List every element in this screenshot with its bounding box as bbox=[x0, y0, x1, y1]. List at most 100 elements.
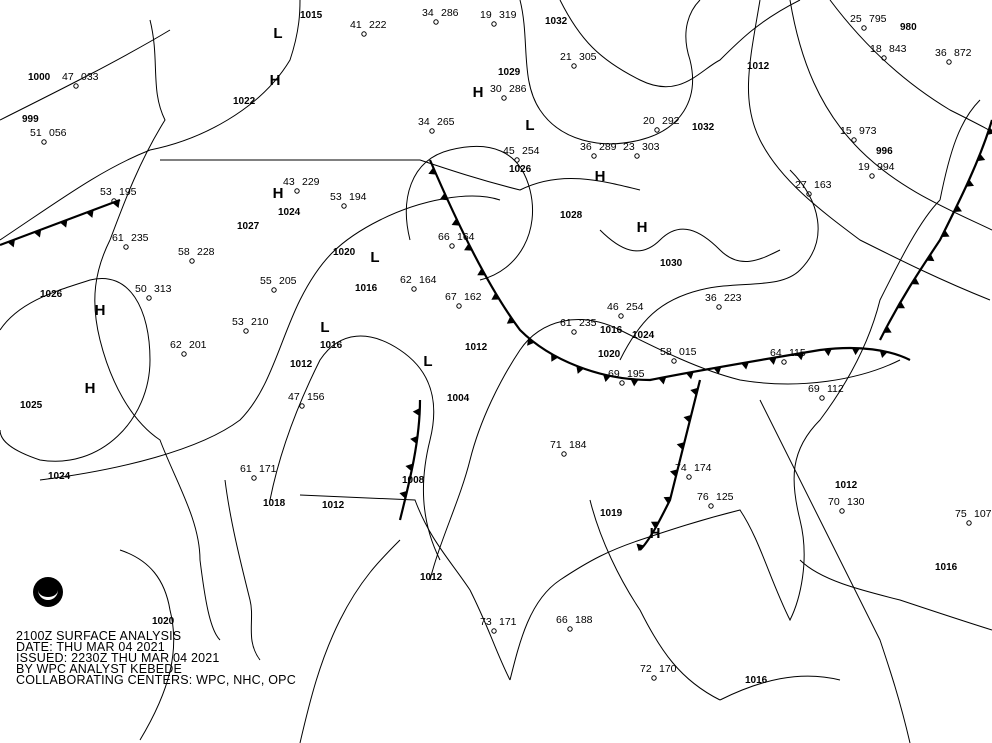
station-circle bbox=[686, 474, 692, 480]
isobar-label: 1020 bbox=[152, 616, 175, 627]
station-pressure: 195 bbox=[119, 186, 137, 198]
station-circle bbox=[181, 351, 187, 357]
station-circle bbox=[361, 31, 367, 37]
station-temperature: 62 bbox=[170, 339, 182, 351]
station-temperature: 72 bbox=[640, 663, 652, 675]
station-circle bbox=[567, 626, 573, 632]
station-temperature: 66 bbox=[438, 231, 450, 243]
station-temperature: 61 bbox=[560, 317, 572, 329]
isobar-label: 1025 bbox=[20, 400, 43, 411]
caption-date: DATE: THU MAR 04 2021 bbox=[16, 640, 165, 654]
front-barb bbox=[683, 414, 692, 423]
front-barb bbox=[405, 463, 414, 472]
coastline-5 bbox=[160, 159, 641, 191]
front-barb bbox=[768, 357, 777, 365]
front-barb bbox=[412, 408, 420, 416]
isobar-label: 1026 bbox=[40, 289, 63, 300]
high-pressure-center: H bbox=[273, 185, 284, 202]
front-barb bbox=[603, 374, 611, 383]
station-temperature: 46 bbox=[607, 301, 619, 313]
station-pressure: 235 bbox=[579, 317, 597, 329]
station-temperature: 23 bbox=[623, 141, 635, 153]
station-pressure: 210 bbox=[251, 316, 269, 328]
front-4 bbox=[639, 379, 702, 551]
front-barb bbox=[506, 316, 515, 324]
station-pressure: 223 bbox=[724, 292, 742, 304]
front-barb bbox=[399, 490, 408, 499]
isobar-label: 1016 bbox=[935, 562, 958, 573]
station-circle bbox=[654, 127, 660, 133]
station-circle bbox=[618, 313, 624, 319]
station-circle bbox=[41, 139, 47, 145]
isobar-label: 1004 bbox=[447, 393, 470, 404]
isobar-7 bbox=[789, 0, 992, 231]
isobar-2 bbox=[0, 278, 151, 462]
high-pressure-center: H bbox=[650, 525, 661, 542]
station-temperature: 76 bbox=[697, 491, 709, 503]
station-circle bbox=[869, 173, 875, 179]
high-pressure-center: H bbox=[473, 84, 484, 101]
station-circle bbox=[456, 303, 462, 309]
coastline-2 bbox=[299, 494, 511, 681]
station-temperature: 34 bbox=[418, 116, 430, 128]
front-barb bbox=[439, 192, 448, 201]
station-pressure: 303 bbox=[642, 141, 660, 153]
station-circle bbox=[708, 503, 714, 509]
station-temperature: 53 bbox=[100, 186, 112, 198]
high-pressure-center: H bbox=[95, 302, 106, 319]
coastline-9 bbox=[719, 675, 841, 701]
front-barb bbox=[977, 153, 986, 162]
low-pressure-center: L bbox=[320, 319, 329, 336]
station-temperature: 45 bbox=[503, 145, 515, 157]
isobar-label: 1032 bbox=[545, 16, 568, 27]
station-pressure: 188 bbox=[575, 614, 593, 626]
front-barb bbox=[491, 292, 500, 300]
station-temperature: 27 bbox=[795, 179, 807, 191]
station-pressure: 107 bbox=[974, 508, 992, 520]
station-pressure: 171 bbox=[259, 463, 277, 475]
front-3 bbox=[398, 399, 422, 521]
station-pressure: 286 bbox=[441, 7, 459, 19]
station-circle bbox=[243, 328, 249, 334]
station-temperature: 53 bbox=[232, 316, 244, 328]
station-temperature: 70 bbox=[828, 496, 840, 508]
front-barb bbox=[883, 325, 892, 333]
station-circle bbox=[514, 157, 520, 163]
station-circle bbox=[491, 21, 497, 27]
isobar-label: 1024 bbox=[632, 330, 655, 341]
station-pressure: 201 bbox=[189, 339, 207, 351]
front-barb bbox=[576, 365, 584, 374]
station-temperature: 58 bbox=[178, 246, 190, 258]
station-circle bbox=[781, 359, 787, 365]
station-pressure: 112 bbox=[827, 383, 844, 395]
station-temperature: 51 bbox=[30, 127, 42, 139]
station-circle bbox=[449, 243, 455, 249]
low-pressure-center: L bbox=[423, 353, 432, 370]
station-temperature: 15 bbox=[840, 125, 852, 137]
isobar-10 bbox=[519, 0, 701, 145]
isobar-label: 999 bbox=[22, 114, 39, 125]
front-barb bbox=[663, 496, 672, 504]
isobar-label: 1020 bbox=[333, 247, 356, 258]
isobar-label: 1012 bbox=[747, 61, 770, 72]
station-temperature: 71 bbox=[550, 439, 562, 451]
station-pressure: 843 bbox=[889, 43, 907, 55]
station-pressure: 125 bbox=[716, 491, 734, 503]
station-circle bbox=[716, 304, 722, 310]
station-temperature: 74 bbox=[675, 462, 687, 474]
station-pressure: 164 bbox=[457, 231, 475, 243]
station-circle bbox=[271, 287, 277, 293]
station-pressure: 162 bbox=[464, 291, 482, 303]
front-barb bbox=[527, 337, 535, 346]
station-circle bbox=[571, 329, 577, 335]
isobar-label: 1012 bbox=[835, 480, 858, 491]
noaa-logo bbox=[33, 577, 63, 607]
isobar-label: 1029 bbox=[498, 67, 521, 78]
station-circle bbox=[671, 358, 677, 364]
front-barb bbox=[941, 229, 950, 238]
front-barb bbox=[669, 469, 678, 478]
caption-centers: COLLABORATING CENTERS: WPC, NHC, OPC bbox=[16, 673, 296, 687]
station-pressure: 174 bbox=[694, 462, 712, 474]
station-pressure: 265 bbox=[437, 116, 455, 128]
isobar-label: 1022 bbox=[233, 96, 256, 107]
